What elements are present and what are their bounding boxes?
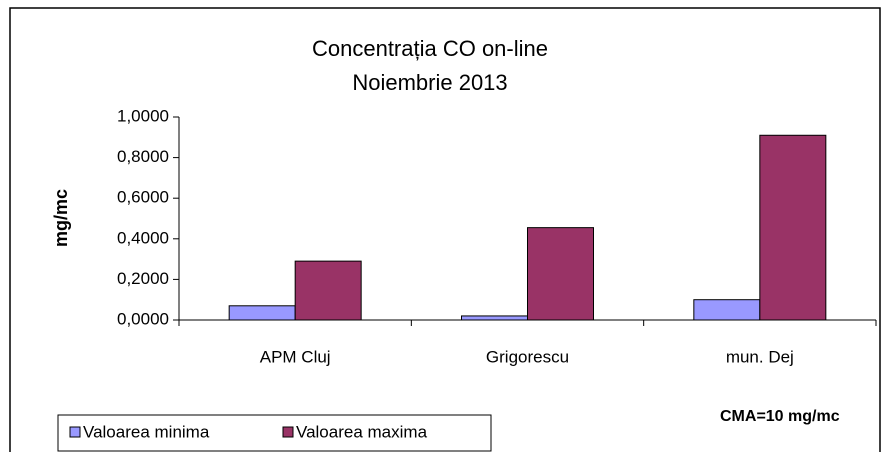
y-tick-label: 0,0000 — [117, 309, 169, 328]
bar — [693, 299, 761, 321]
y-tick-label: 0,6000 — [117, 188, 169, 207]
legend-swatch — [69, 426, 81, 438]
legend — [57, 414, 492, 452]
legend-swatch — [282, 426, 294, 438]
x-tick-label: Grigorescu — [486, 347, 569, 366]
chart-subtitle: Noiembrie 2013 — [352, 70, 507, 95]
chart-title: Concentrația CO on-line — [312, 36, 548, 61]
y-axis-label: mg/mc — [51, 189, 71, 247]
x-tick-label: APM Cluj — [260, 347, 331, 366]
legend-label: Valoarea maxima — [296, 422, 428, 441]
bar — [527, 227, 594, 321]
y-tick-label: 0,4000 — [117, 228, 169, 247]
legend-label: Valoarea minima — [83, 422, 210, 441]
bar — [461, 315, 528, 321]
bar — [759, 134, 827, 321]
y-tick-label: 0,2000 — [117, 269, 169, 288]
x-tick-label: mun. Dej — [726, 347, 794, 366]
y-tick-label: 1,0000 — [117, 106, 169, 125]
annotation: CMA=10 mg/mc — [720, 408, 840, 425]
bar — [228, 305, 296, 321]
bar — [294, 260, 362, 321]
chart-frame — [9, 7, 881, 452]
y-tick-label: 0,8000 — [117, 147, 169, 166]
